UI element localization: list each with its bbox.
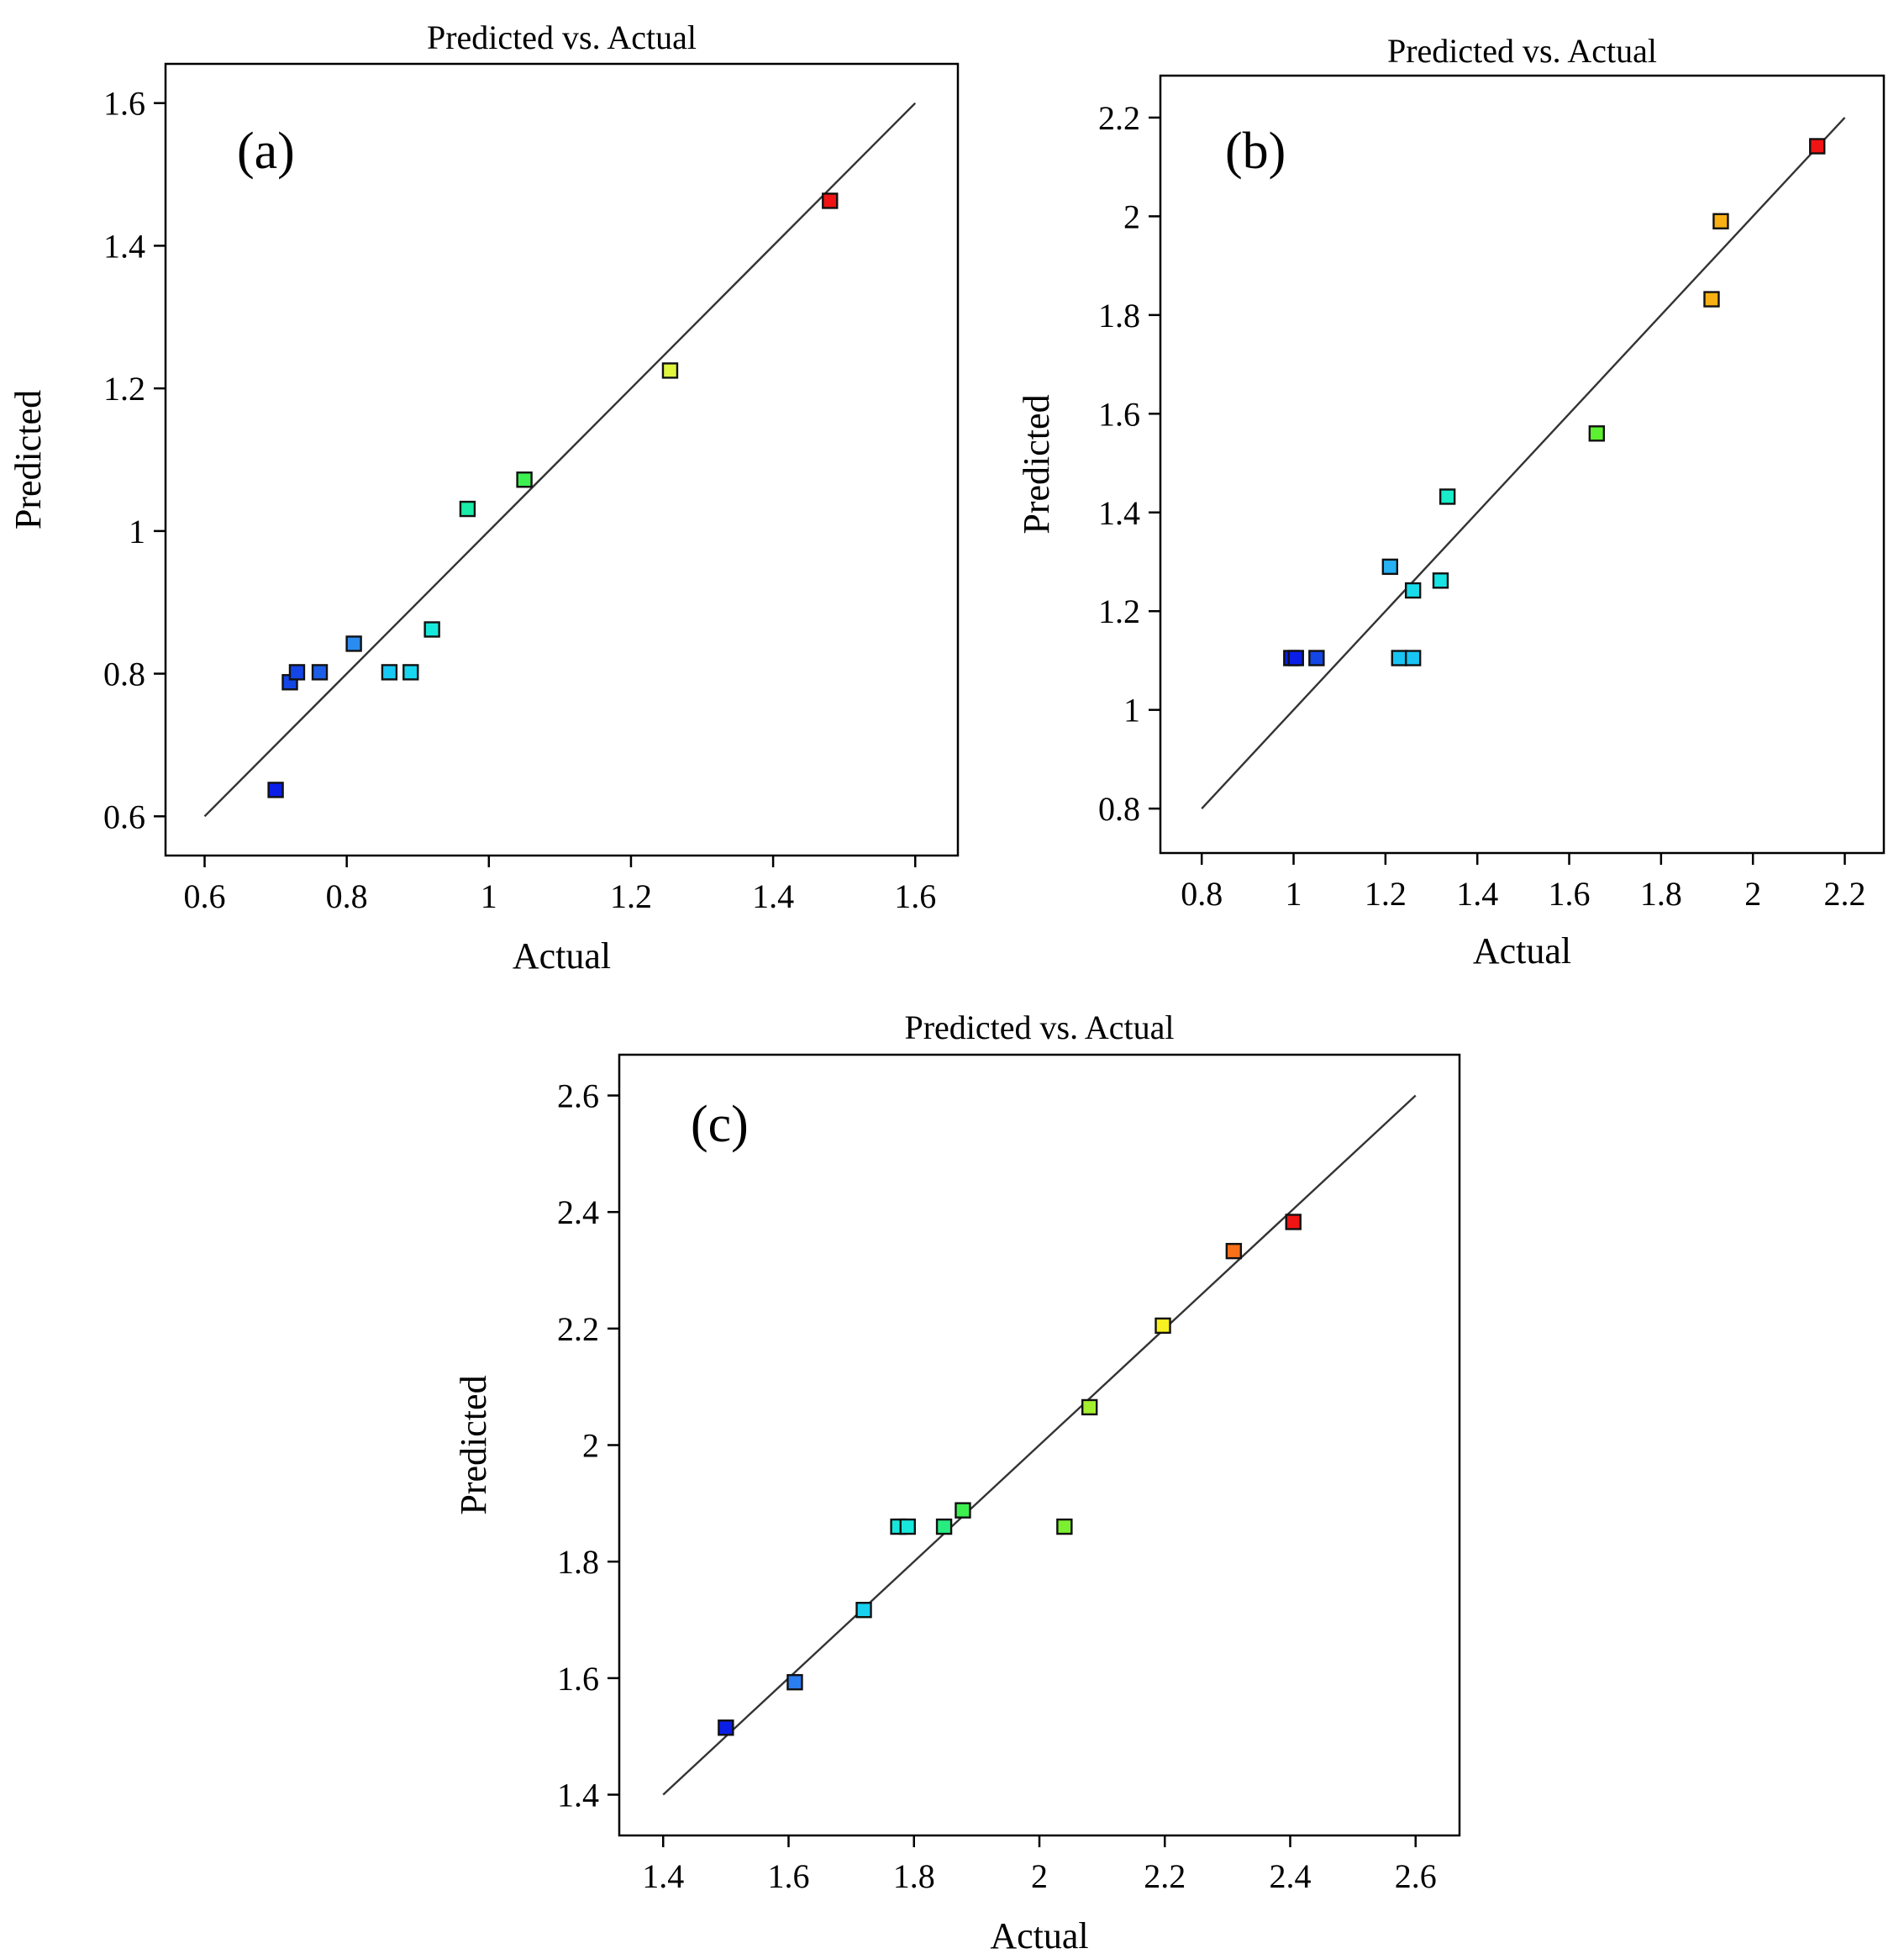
x-tick-label: 1.8 <box>1640 875 1682 913</box>
y-tick-label: 1.4 <box>1098 494 1140 532</box>
x-axis-label: Actual <box>990 1915 1088 1956</box>
data-point <box>311 664 329 681</box>
x-tick-label: 1.2 <box>610 877 652 915</box>
y-tick-label: 1.4 <box>557 1776 599 1814</box>
x-tick-label: 1.6 <box>1549 875 1591 913</box>
plot-frame <box>164 62 960 857</box>
data-point <box>955 1502 971 1519</box>
y-tick-label: 0.6 <box>103 798 145 835</box>
data-point <box>1391 650 1407 666</box>
y-tick-label: 1.6 <box>103 85 145 123</box>
y-tick-label: 2 <box>582 1427 599 1465</box>
data-point <box>1404 582 1422 599</box>
x-tick-label: 0.6 <box>184 877 226 915</box>
chart-panel-2: Predicted vs. Actual 0.8 1 1.2 1.4 1.6 1.8 2 2.2… <box>1016 32 1886 972</box>
y-tick-label: 1.2 <box>1098 592 1140 630</box>
y-tick-label: 1.6 <box>1098 395 1140 433</box>
data-point <box>1225 1242 1243 1260</box>
data-point <box>516 471 533 488</box>
x-tick-label: 0.8 <box>1181 875 1223 913</box>
chart-title: Predicted vs. Actual <box>1387 32 1657 70</box>
x-tick-label: 0.8 <box>326 877 368 915</box>
data-point <box>1703 291 1720 308</box>
y-tick-label: 0.8 <box>103 656 145 693</box>
data-point <box>1381 558 1399 576</box>
y-axis-label: Predicted <box>1016 394 1057 534</box>
data-point <box>1404 650 1422 666</box>
x-tick-label: 2.2 <box>1824 875 1866 913</box>
y-tick-label: 2.4 <box>557 1193 599 1231</box>
y-tick-label: 2.6 <box>557 1077 599 1115</box>
data-point <box>1712 213 1729 229</box>
data-point <box>935 1518 953 1535</box>
x-tick-label: 2.6 <box>1395 1857 1437 1895</box>
data-point <box>1287 650 1304 666</box>
data-point <box>661 362 679 379</box>
y-tick-label: 1 <box>129 513 145 550</box>
x-tick-label: 1 <box>1286 875 1302 913</box>
data-point <box>1588 425 1606 442</box>
reference-line <box>662 1094 1417 1796</box>
x-tick-label: 2.4 <box>1270 1857 1312 1895</box>
x-tick-label: 1.2 <box>1365 875 1407 913</box>
y-tick-label: 1.8 <box>1098 297 1140 334</box>
data-point <box>1439 488 1456 505</box>
panel-label: (c) <box>691 1096 749 1153</box>
y-tick-label: 1.8 <box>557 1543 599 1581</box>
x-tick-label: 1.4 <box>642 1857 684 1895</box>
x-tick-label: 1.6 <box>767 1857 809 1895</box>
x-tick-label: 1.4 <box>1456 875 1498 913</box>
data-point <box>899 1518 916 1535</box>
x-tick-label: 1.8 <box>893 1857 935 1895</box>
y-tick-label: 2.2 <box>557 1310 599 1348</box>
chart-panel-3: Predicted vs. Actual 1.4 1.6 1.8 2 2.2 2.4 2.6 1… <box>453 1008 1461 1956</box>
chart-title: Predicted vs. Actual <box>904 1008 1174 1046</box>
panel-label: (a) <box>237 123 295 180</box>
y-tick-label: 1.4 <box>103 227 145 265</box>
x-axis-label: Actual <box>513 935 611 977</box>
data-point <box>1081 1398 1098 1416</box>
x-tick-label: 1.6 <box>894 877 936 915</box>
data-point <box>1308 650 1325 666</box>
chart-title: Predicted vs. Actual <box>427 18 697 56</box>
y-axis-label: Predicted <box>8 390 49 529</box>
data-point <box>459 500 476 518</box>
data-point <box>822 192 839 209</box>
data-point <box>423 621 440 638</box>
data-point <box>1285 1214 1302 1230</box>
y-tick-label: 1.2 <box>103 370 145 408</box>
plot-frame <box>1159 74 1886 855</box>
y-axis-label: Predicted <box>453 1375 494 1514</box>
y-tick-label: 1.6 <box>557 1660 599 1698</box>
y-tick-label: 2 <box>1123 197 1140 235</box>
data-point <box>288 664 306 681</box>
data-point <box>381 664 398 681</box>
x-tick-label: 2.2 <box>1144 1857 1186 1895</box>
x-tick-label: 2 <box>1031 1857 1048 1895</box>
data-point <box>1432 572 1449 589</box>
x-tick-label: 1 <box>481 877 497 915</box>
data-point <box>345 635 362 652</box>
reference-line <box>203 102 917 818</box>
y-tick-label: 1 <box>1123 692 1140 729</box>
data-point <box>786 1673 803 1691</box>
y-tick-label: 0.8 <box>1098 790 1140 828</box>
x-tick-label: 2 <box>1744 875 1761 913</box>
data-point <box>1809 138 1826 155</box>
data-point <box>855 1601 872 1619</box>
x-tick-label: 1.4 <box>752 877 794 915</box>
data-point <box>1154 1317 1171 1335</box>
y-tick-label: 2.2 <box>1098 99 1140 137</box>
reference-line <box>1201 117 1846 809</box>
x-axis-label: Actual <box>1473 930 1571 972</box>
data-point <box>267 782 284 798</box>
panel-label: (b) <box>1225 123 1286 180</box>
data-point <box>718 1719 734 1736</box>
chart-panel-1: Predicted vs. Actual 0.6 0.8 1 1.2 1.4 1.6 0.6 0… <box>8 18 960 977</box>
data-point <box>1056 1518 1073 1535</box>
data-point <box>402 664 419 681</box>
